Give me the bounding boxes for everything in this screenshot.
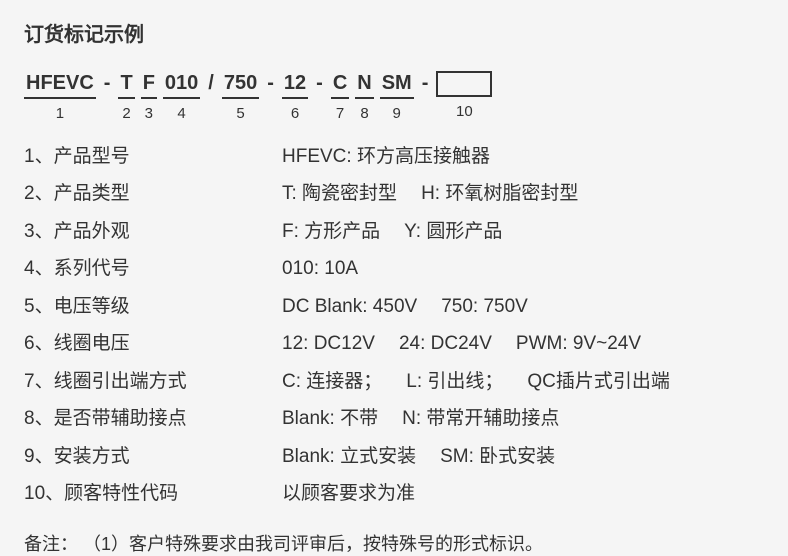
separator: / (206, 71, 216, 95)
definition-values: Blank: 立式安装 SM: 卧式安装 (282, 442, 764, 471)
definition-values: F: 方形产品 Y: 圆形产品 (282, 217, 764, 246)
definition-value: PWM: 9V~24V (516, 329, 641, 358)
definition-value: T: 陶瓷密封型 (282, 179, 397, 208)
code-segment-box (436, 71, 492, 97)
definition-label: 8、是否带辅助接点 (24, 404, 282, 433)
code-segment-text: F (141, 71, 157, 99)
code-segment-number: 8 (360, 105, 368, 122)
code-segment: N8 (355, 71, 373, 122)
code-segment: HFEVC 1 (24, 71, 96, 122)
definition-label: 5、电压等级 (24, 292, 282, 321)
definition-value: HFEVC: 环方高压接触器 (282, 142, 490, 171)
code-segment-text: HFEVC (24, 71, 96, 99)
definition-values: DC Blank: 450V 750: 750V (282, 292, 764, 321)
definition-values: 12: DC12V 24: DC24V PWM: 9V~24V (282, 329, 764, 358)
code-segment: 0104 (163, 71, 200, 122)
definition-value: 010: 10A (282, 254, 358, 283)
footnote: 备注： （1）客户特殊要求由我司评审后，按特殊号的形式标识。 (24, 530, 764, 556)
definition-label: 2、产品类型 (24, 179, 282, 208)
definition-value: 12: DC12V (282, 329, 375, 358)
definition-values: Blank: 不带 N: 带常开辅助接点 (282, 404, 764, 433)
definition-values: 010: 10A (282, 254, 764, 283)
definition-value: 以顾客要求为准 (282, 479, 415, 508)
definition-label: 1、产品型号 (24, 142, 282, 171)
code-segment: T2 (118, 71, 134, 122)
definition-values: 以顾客要求为准 (282, 479, 764, 508)
code-segment-number: 7 (336, 105, 344, 122)
code-segment: C7 (331, 71, 349, 122)
page-title: 订货标记示例 (24, 18, 764, 47)
code-segment: SM 9 (380, 71, 414, 122)
definition-value: N: 带常开辅助接点 (402, 404, 559, 433)
definition-value: Blank: 不带 (282, 404, 378, 433)
code-segment: 10 (436, 71, 492, 120)
definition-label: 4、系列代号 (24, 254, 282, 283)
code-segment: 7505 (222, 71, 259, 122)
code-segment: F3 (141, 71, 157, 122)
definition-value: SM: 卧式安装 (440, 442, 555, 471)
code-segment-number: 9 (393, 105, 401, 122)
separator: - (314, 71, 325, 95)
code-segment-text: 010 (163, 71, 200, 99)
note-text: （1）客户特殊要求由我司评审后，按特殊号的形式标识。 (83, 534, 543, 554)
code-segment-number: 4 (177, 105, 185, 122)
code-segment-text: T (118, 71, 134, 99)
code-segment-number: 3 (145, 105, 153, 122)
definition-value: C: 连接器； (282, 367, 382, 396)
code-segment-text: N (355, 71, 373, 99)
definition-label: 7、线圈引出端方式 (24, 367, 282, 396)
separator: - (265, 71, 276, 95)
definition-value: 24: DC24V (399, 329, 492, 358)
definition-values: T: 陶瓷密封型 H: 环氧树脂密封型 (282, 179, 764, 208)
definition-value: H: 环氧树脂密封型 (421, 179, 578, 208)
code-segment-text: 12 (282, 71, 308, 99)
definition-table: 1、产品型号HFEVC: 环方高压接触器2、产品类型T: 陶瓷密封型 H: 环氧树… (24, 142, 764, 508)
code-segment-text: SM (380, 71, 414, 99)
definition-value: Blank: 立式安装 (282, 442, 416, 471)
definition-values: C: 连接器； L: 引出线； QC插片式引出端 (282, 367, 764, 396)
code-segment-number: 5 (236, 105, 244, 122)
code-segment-text: 750 (222, 71, 259, 99)
definition-value: DC Blank: 450V (282, 292, 417, 321)
definition-values: HFEVC: 环方高压接触器 (282, 142, 764, 171)
code-segment-number: 1 (56, 105, 64, 122)
ordering-code-line: HFEVC1-T2F30104/7505-126-C7N8SM9-10 (24, 71, 764, 122)
definition-value: F: 方形产品 (282, 217, 380, 246)
definition-value: Y: 圆形产品 (404, 217, 502, 246)
definition-label: 3、产品外观 (24, 217, 282, 246)
code-segment-number: 6 (291, 105, 299, 122)
definition-value: QC插片式引出端 (527, 367, 670, 396)
definition-label: 6、线圈电压 (24, 329, 282, 358)
code-segment-text: C (331, 71, 349, 99)
code-segment: 126 (282, 71, 308, 122)
definition-value: 750: 750V (441, 292, 528, 321)
definition-value: L: 引出线； (406, 367, 503, 396)
separator: - (420, 71, 431, 95)
code-segment-number: 10 (456, 103, 473, 120)
definition-label: 10、顾客特性代码 (24, 479, 282, 508)
definition-label: 9、安装方式 (24, 442, 282, 471)
separator: - (102, 71, 113, 95)
code-segment-number: 2 (122, 105, 130, 122)
note-label: 备注： (24, 534, 78, 554)
